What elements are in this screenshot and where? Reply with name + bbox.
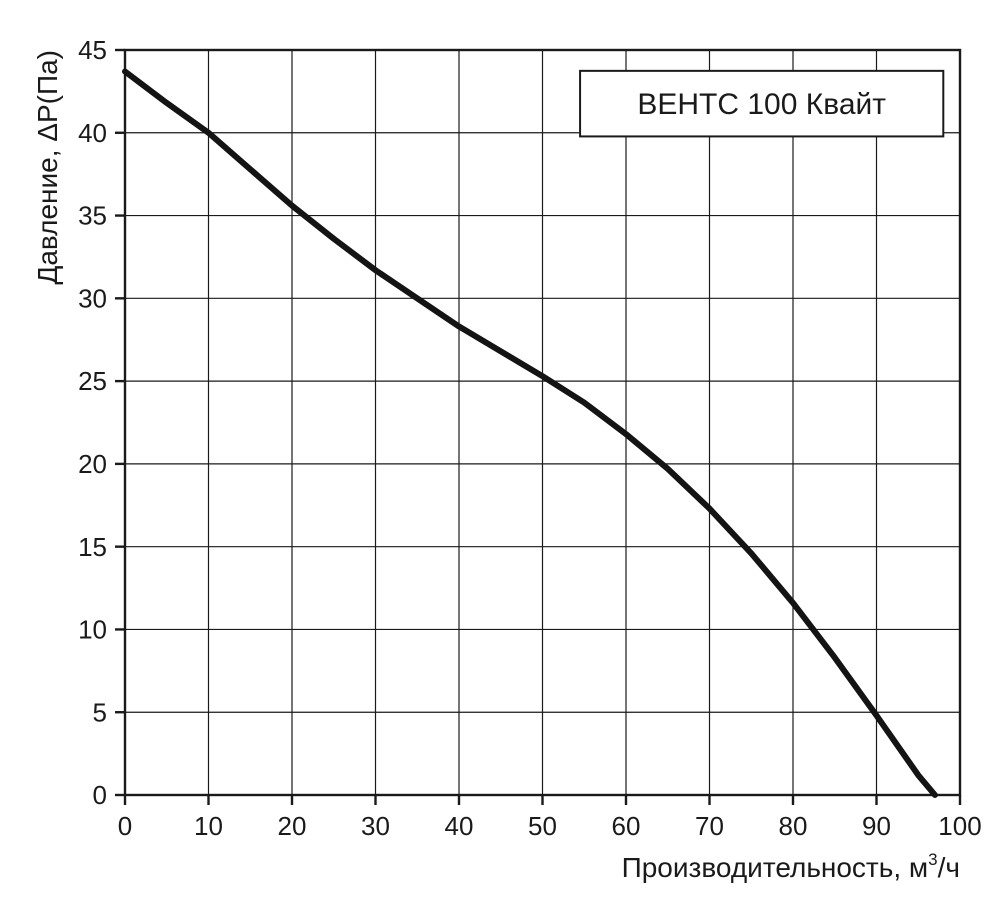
x-tick-label: 40 xyxy=(445,811,474,841)
y-tick-label: 5 xyxy=(93,697,107,727)
y-axis-title: Давление, ΔP(Па) xyxy=(32,50,63,285)
x-tick-label: 60 xyxy=(612,811,641,841)
x-tick-label: 50 xyxy=(528,811,557,841)
y-tick-label: 45 xyxy=(78,35,107,65)
pressure-flow-chart: 0 10 20 30 40 50 60 70 80 90 100 0 5 10 15 20 25 30 35 40 45… xyxy=(0,0,1000,898)
x-tick-label: 0 xyxy=(118,811,132,841)
x-tick-label: 30 xyxy=(361,811,390,841)
y-tick-label: 0 xyxy=(93,780,107,810)
y-tick-label: 20 xyxy=(78,449,107,479)
x-axis-title: Производительность, м3/ч xyxy=(622,850,960,883)
y-tick-label: 10 xyxy=(78,615,107,645)
y-tick-label: 35 xyxy=(78,201,107,231)
y-tick-label: 40 xyxy=(78,118,107,148)
y-tick-label: 30 xyxy=(78,283,107,313)
x-tick-label: 80 xyxy=(779,811,808,841)
x-tick-label: 10 xyxy=(194,811,223,841)
x-tick-label: 90 xyxy=(862,811,891,841)
y-tick-label: 15 xyxy=(78,532,107,562)
x-tick-label: 70 xyxy=(695,811,724,841)
x-tick-label: 20 xyxy=(278,811,307,841)
x-tick-label: 100 xyxy=(938,811,981,841)
legend-label: ВЕНТС 100 Квайт xyxy=(637,88,886,121)
y-tick-label: 25 xyxy=(78,366,107,396)
